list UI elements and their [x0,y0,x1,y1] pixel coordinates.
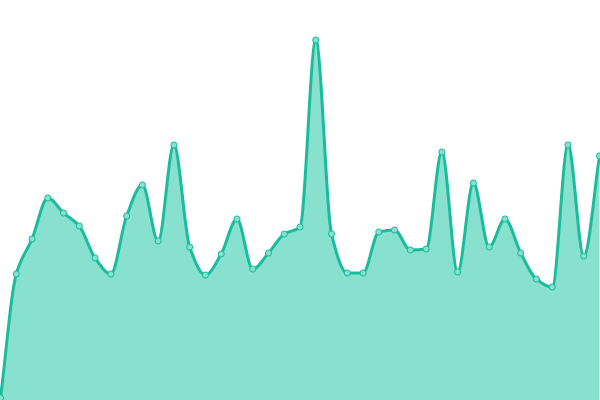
series-area-fill [0,40,600,400]
data-point [596,152,600,160]
data-point [264,249,272,257]
data-point [517,249,525,257]
data-point [501,215,509,223]
data-point [375,228,383,236]
data-point [170,141,178,149]
data-points [0,36,600,400]
data-point [75,222,83,230]
data-point [564,141,572,149]
data-point [91,254,99,262]
data-point [0,394,4,400]
data-point [469,179,477,187]
data-point [60,209,68,217]
data-point [217,250,225,258]
data-point [44,194,52,202]
data-point [422,245,430,253]
data-point [580,252,588,260]
data-point [312,36,320,44]
data-point [454,268,462,276]
data-point [343,269,351,277]
data-point [249,265,257,273]
data-point [359,269,367,277]
data-point [532,275,540,283]
data-point [107,270,115,278]
data-point [548,283,556,291]
data-point [123,212,131,220]
data-point [154,237,162,245]
data-point [186,243,194,251]
data-point [12,270,20,278]
data-point [406,246,414,254]
data-point [328,230,336,238]
data-point [233,215,241,223]
data-point [280,230,288,238]
data-point [296,223,304,231]
data-point [438,148,446,156]
data-point [485,243,493,251]
data-point [138,181,146,189]
data-point [391,226,399,234]
data-point [28,235,36,243]
data-point [201,271,209,279]
